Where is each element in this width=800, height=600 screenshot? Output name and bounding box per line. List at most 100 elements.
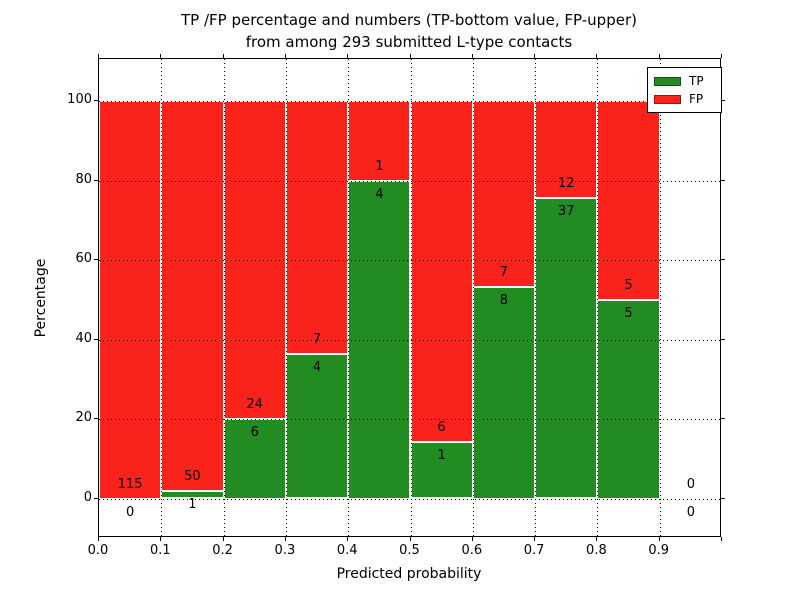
y-axis-right-tick bbox=[721, 259, 725, 260]
x-axis-top-tick bbox=[222, 54, 224, 58]
x-axis-tick bbox=[409, 537, 411, 541]
tp-bar-segment bbox=[410, 441, 473, 499]
y-tick-label: 80 bbox=[75, 171, 92, 187]
y-axis-tick bbox=[94, 259, 98, 260]
y-axis-tick bbox=[94, 497, 98, 499]
tp-count-label: 37 bbox=[557, 204, 575, 220]
v-gridline bbox=[472, 59, 474, 536]
y-tick-label: 60 bbox=[75, 251, 92, 266]
x-axis-top-tick bbox=[347, 54, 349, 58]
fp-count-label: 115 bbox=[117, 476, 143, 492]
y-tick-label: 20 bbox=[75, 410, 92, 425]
x-axis-tick bbox=[98, 537, 99, 541]
fp-bar-segment bbox=[348, 101, 411, 181]
x-axis-tick bbox=[471, 537, 473, 541]
fp-bar-segment bbox=[285, 101, 349, 354]
x-axis-tick bbox=[160, 537, 162, 541]
chart-title: TP /FP percentage and numbers (TP-bottom… bbox=[18, 9, 800, 53]
x-axis-top-tick bbox=[721, 54, 722, 58]
fp-bar-segment bbox=[472, 101, 536, 287]
y-axis-tick bbox=[94, 100, 98, 101]
legend: TP FP bbox=[647, 67, 722, 113]
chart-title-line1: TP /FP percentage and numbers (TP-bottom… bbox=[181, 11, 637, 29]
h-gridline bbox=[99, 101, 720, 102]
y-axis-right-tick bbox=[721, 179, 725, 181]
x-tick-label: 0.4 bbox=[336, 543, 358, 558]
x-axis-label: Predicted probability bbox=[336, 566, 482, 582]
v-gridline bbox=[410, 59, 412, 536]
tp-count-label: 8 bbox=[499, 292, 509, 308]
y-axis-tick bbox=[94, 338, 98, 340]
fp-count-label: 12 bbox=[557, 176, 575, 192]
x-tick-label: 0.6 bbox=[461, 543, 483, 558]
y-axis-label: Percentage bbox=[33, 258, 49, 338]
x-axis-top-tick bbox=[471, 54, 473, 58]
x-axis-top-tick bbox=[284, 54, 286, 58]
x-tick-label: 0.0 bbox=[87, 543, 109, 558]
h-gridline bbox=[99, 260, 720, 261]
tp-bar-segment bbox=[535, 198, 598, 499]
x-axis-top-tick bbox=[98, 54, 99, 58]
h-gridline bbox=[99, 419, 720, 420]
x-axis-top-tick bbox=[409, 54, 411, 58]
fp-bar-segment bbox=[410, 101, 473, 442]
x-tick-label: 0.2 bbox=[212, 543, 233, 558]
y-axis-right-tick bbox=[721, 338, 725, 340]
x-axis-top-tick bbox=[596, 54, 598, 58]
fp-count-label: 1 bbox=[375, 158, 384, 174]
y-axis-right-tick bbox=[721, 497, 725, 499]
x-axis-top-tick bbox=[534, 54, 536, 58]
v-gridline bbox=[161, 59, 163, 536]
v-gridline bbox=[348, 59, 350, 536]
legend-label-tp: TP bbox=[689, 74, 704, 88]
y-tick-label: 100 bbox=[67, 92, 92, 107]
y-axis-tick bbox=[94, 179, 98, 181]
v-gridline bbox=[223, 59, 225, 536]
x-tick-label: 0.9 bbox=[648, 543, 670, 558]
legend-item-tp: TP bbox=[654, 74, 715, 88]
v-gridline bbox=[535, 59, 537, 536]
x-tick-label: 0.5 bbox=[399, 543, 420, 558]
tp-count-label: 4 bbox=[375, 186, 384, 202]
fp-count-label: 0 bbox=[686, 476, 695, 492]
x-tick-label: 0.7 bbox=[523, 543, 545, 558]
v-gridline bbox=[659, 59, 661, 536]
tp-count-label: 6 bbox=[250, 425, 259, 440]
y-tick-label: 0 bbox=[83, 489, 92, 505]
tp-count-label: 1 bbox=[188, 496, 197, 512]
x-axis-tick bbox=[596, 537, 598, 541]
tp-bar-segment bbox=[285, 353, 349, 499]
fp-bar-segment bbox=[597, 101, 660, 300]
x-tick-label: 0.3 bbox=[274, 543, 296, 558]
v-gridline bbox=[597, 59, 599, 536]
tp-count-label: 0 bbox=[126, 504, 135, 520]
tp-bar-segment bbox=[472, 286, 536, 499]
x-axis-top-tick bbox=[160, 54, 162, 58]
fp-count-label: 24 bbox=[246, 397, 264, 412]
fp-count-label: 6 bbox=[437, 419, 446, 435]
fp-count-label: 5 bbox=[624, 277, 633, 293]
x-axis-tick bbox=[284, 537, 286, 541]
fp-count-label: 50 bbox=[184, 468, 201, 484]
x-axis-top-tick bbox=[658, 54, 660, 58]
fp-count-label: 7 bbox=[499, 264, 509, 280]
tp-count-label: 4 bbox=[312, 359, 322, 375]
tp-bar-segment bbox=[597, 299, 660, 499]
x-axis-tick bbox=[347, 537, 349, 541]
y-axis-tick bbox=[94, 418, 98, 419]
h-gridline bbox=[99, 180, 720, 182]
fp-bar-segment bbox=[99, 101, 162, 499]
tp-count-label: 5 bbox=[624, 305, 633, 321]
tp-legend-swatch-icon bbox=[654, 76, 681, 86]
fp-count-label: 7 bbox=[312, 331, 322, 347]
fp-bar-segment bbox=[535, 101, 598, 199]
x-tick-label: 0.1 bbox=[149, 543, 171, 558]
plot-area: 115 0 50 1 24 6 7 4 1 4 6 1 7 8 12 37 5 5 0 0 bbox=[98, 58, 721, 537]
y-tick-label: 40 bbox=[75, 330, 92, 346]
fp-legend-swatch-icon bbox=[654, 94, 681, 104]
x-axis-tick bbox=[534, 537, 536, 541]
chart-title-line2: from among 293 submitted L-type contacts bbox=[245, 33, 573, 51]
y-axis-right-tick bbox=[721, 100, 725, 101]
y-axis-right-tick bbox=[721, 418, 725, 419]
